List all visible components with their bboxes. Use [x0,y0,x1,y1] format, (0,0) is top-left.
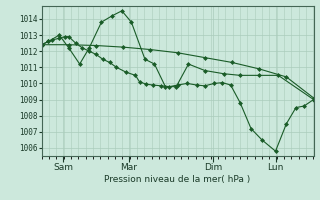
X-axis label: Pression niveau de la mer( hPa ): Pression niveau de la mer( hPa ) [104,175,251,184]
